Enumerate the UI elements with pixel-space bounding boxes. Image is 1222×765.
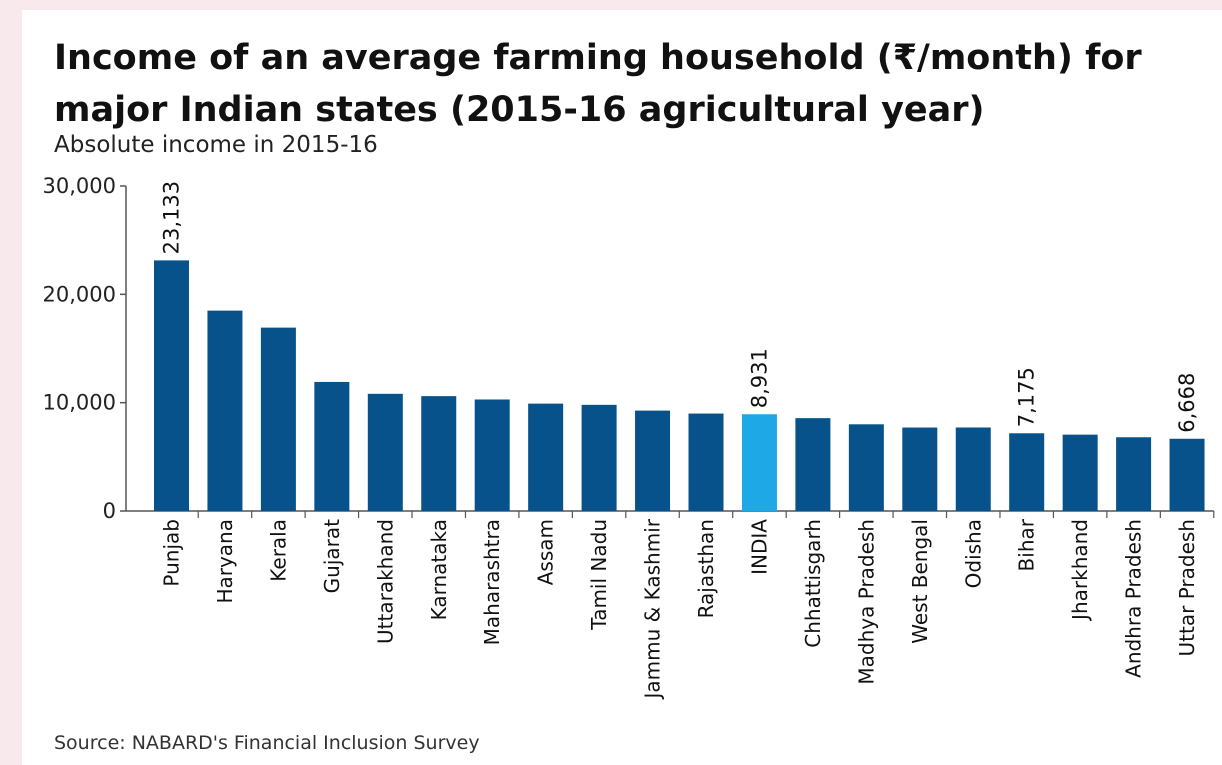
y-tick-label: 20,000: [43, 282, 116, 306]
category-label: Bihar: [1015, 518, 1039, 571]
chart-subtitle: Absolute income in 2015-16: [54, 132, 378, 158]
category-label: Madhya Pradesh: [854, 519, 878, 685]
category-label: Uttar Pradesh: [1175, 519, 1199, 656]
bar: [902, 427, 938, 511]
chart-title: Income of an average farming household (…: [54, 38, 1142, 130]
data-label: 23,133: [160, 181, 184, 254]
category-label: Punjab: [160, 519, 184, 587]
chart-card: Income of an average farming household (…: [22, 10, 1222, 765]
source-note: Source: NABARD's Financial Inclusion Sur…: [54, 732, 480, 754]
category-label: Assam: [534, 519, 558, 585]
bar: [955, 427, 991, 511]
category-label: Maharashtra: [480, 519, 504, 645]
bar: [314, 381, 350, 511]
data-label: 8,931: [747, 348, 771, 408]
category-label: Andhra Pradesh: [1122, 519, 1146, 678]
data-label: 7,175: [1015, 367, 1039, 427]
bar-chart: 0 10,000 20,000 30,000 Punjab 23,133 Haryana Ke…: [43, 174, 1215, 700]
data-label: 6,668: [1175, 373, 1199, 433]
bar: [207, 310, 243, 511]
bar: [795, 418, 831, 511]
bar: [1116, 437, 1152, 511]
bar: [260, 327, 296, 511]
y-tick-label: 30,000: [43, 174, 116, 198]
bar: [581, 404, 617, 511]
bar: [528, 403, 564, 511]
category-label: Jharkhand: [1068, 519, 1092, 622]
y-tick-label: 10,000: [43, 391, 116, 415]
bar: [474, 399, 510, 511]
bar: [1169, 438, 1205, 511]
bar: [1062, 434, 1098, 511]
category-label: Chhattisgarh: [801, 519, 825, 648]
category-label: West Bengal: [908, 519, 932, 644]
bar: [367, 393, 403, 511]
bar: [1009, 433, 1045, 511]
category-label: Gujarat: [320, 519, 344, 593]
y-tick-label: 0: [103, 499, 116, 523]
bar: [688, 413, 724, 511]
bar: [154, 260, 189, 511]
category-label: Karnataka: [427, 519, 451, 620]
category-label: Uttarakhand: [373, 519, 397, 644]
bar: [848, 424, 884, 511]
category-label: Tamil Nadu: [587, 519, 611, 631]
category-label: Rajasthan: [694, 519, 718, 618]
category-label: Kerala: [266, 519, 290, 582]
bar: [421, 396, 457, 511]
bar: [635, 410, 671, 511]
category-label: Haryana: [213, 519, 237, 604]
bar: [741, 414, 777, 511]
category-label: Odisha: [961, 519, 985, 588]
category-label: INDIA: [747, 519, 771, 575]
category-label: Jammu & Kashmir: [641, 518, 665, 700]
